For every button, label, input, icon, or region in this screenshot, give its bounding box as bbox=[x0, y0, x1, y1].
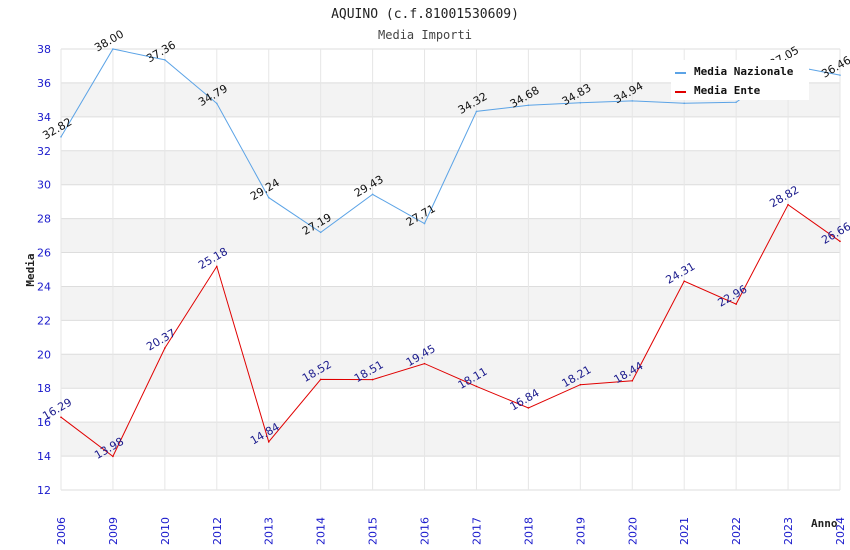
grid-band bbox=[61, 354, 840, 389]
y-tick-label: 18 bbox=[37, 382, 51, 395]
data-point bbox=[112, 455, 114, 458]
grid-band bbox=[61, 252, 840, 287]
data-point bbox=[631, 379, 634, 382]
x-tick-label: 2012 bbox=[211, 517, 224, 545]
data-point bbox=[579, 101, 582, 104]
grid-band bbox=[61, 422, 840, 457]
y-tick-label: 28 bbox=[37, 213, 51, 226]
legend-box bbox=[671, 60, 809, 100]
legend-entry-label[interactable]: Media Nazionale bbox=[694, 65, 794, 78]
grid-bands bbox=[61, 49, 840, 490]
grid-lines bbox=[60, 48, 841, 491]
data-point bbox=[735, 303, 737, 305]
data-point bbox=[475, 110, 478, 113]
y-tick-label: 24 bbox=[37, 280, 51, 293]
data-point bbox=[475, 385, 478, 388]
x-tick-label: 2022 bbox=[730, 517, 743, 545]
x-tick-label: 2010 bbox=[159, 517, 172, 545]
y-tick-label: 34 bbox=[37, 111, 51, 124]
legend[interactable]: Media Nazionale Media Ente bbox=[671, 60, 809, 100]
grid-band bbox=[61, 456, 840, 490]
x-axis-label: Anno bbox=[811, 517, 838, 530]
y-tick-label: 36 bbox=[37, 77, 51, 90]
data-point bbox=[164, 347, 166, 349]
data-point bbox=[423, 362, 426, 365]
data-point bbox=[60, 136, 62, 138]
data-point bbox=[527, 407, 530, 409]
x-tick-label: 2020 bbox=[626, 517, 639, 545]
y-axis-label: Media bbox=[24, 253, 37, 286]
grid-band bbox=[61, 218, 840, 253]
x-axis-ticks: 2006 2009 2010 2012 2013 2014 2015 2016 2017 2018… bbox=[55, 517, 847, 545]
x-tick-label: 2019 bbox=[574, 517, 587, 545]
data-point bbox=[371, 378, 374, 381]
y-tick-label: 20 bbox=[37, 348, 51, 361]
data-point bbox=[683, 102, 685, 105]
series-line-media-nazionale bbox=[60, 48, 841, 234]
y-axis-ticks: 12 14 16 18 20 22 24 26 28 30 32 34 36 38 bbox=[37, 43, 51, 497]
x-tick-label: 2015 bbox=[367, 517, 380, 545]
x-tick-label: 2009 bbox=[107, 517, 120, 545]
data-point bbox=[839, 240, 841, 243]
y-tick-label: 32 bbox=[37, 145, 51, 158]
data-point bbox=[423, 222, 426, 225]
data-point bbox=[683, 280, 685, 283]
data-point bbox=[371, 193, 374, 196]
data-point bbox=[839, 74, 841, 76]
y-tick-label: 22 bbox=[37, 314, 51, 327]
chart-title: AQUINO (c.f.81001530609) bbox=[331, 7, 519, 22]
x-tick-label: 2024 bbox=[834, 517, 847, 545]
grid-band bbox=[61, 116, 840, 151]
data-point bbox=[267, 441, 270, 443]
data-point bbox=[787, 203, 789, 206]
series-line-media-ente bbox=[60, 203, 841, 458]
y-tick-label: 16 bbox=[37, 416, 51, 429]
y-tick-label: 14 bbox=[37, 450, 51, 463]
y-tick-label: 12 bbox=[37, 484, 51, 497]
x-tick-label: 2023 bbox=[782, 517, 795, 545]
grid-band bbox=[61, 388, 840, 423]
data-point bbox=[60, 416, 62, 419]
data-point bbox=[216, 265, 218, 268]
data-point bbox=[112, 48, 114, 50]
data-point bbox=[319, 378, 322, 381]
x-tick-label: 2014 bbox=[315, 517, 328, 545]
x-tick-label: 2013 bbox=[263, 517, 276, 545]
data-point bbox=[164, 59, 166, 61]
data-point bbox=[735, 101, 737, 104]
data-point bbox=[527, 104, 530, 107]
y-tick-label: 38 bbox=[37, 43, 51, 56]
y-tick-label: 26 bbox=[37, 247, 51, 260]
data-point bbox=[319, 231, 322, 234]
chart-subtitle: Media Importi bbox=[378, 28, 472, 42]
data-point bbox=[267, 196, 270, 199]
legend-entry-label[interactable]: Media Ente bbox=[694, 84, 761, 97]
x-tick-label: 2021 bbox=[678, 517, 691, 545]
data-point bbox=[216, 102, 218, 105]
y-tick-label: 30 bbox=[37, 179, 51, 192]
grid-band bbox=[61, 320, 840, 355]
data-point bbox=[579, 383, 582, 386]
x-tick-label: 2016 bbox=[419, 517, 432, 545]
grid-band bbox=[61, 184, 840, 219]
series-layer bbox=[60, 48, 841, 458]
x-tick-label: 2017 bbox=[470, 517, 483, 545]
data-point bbox=[631, 100, 634, 102]
x-tick-label: 2006 bbox=[55, 517, 68, 545]
x-tick-label: 2018 bbox=[522, 517, 535, 545]
